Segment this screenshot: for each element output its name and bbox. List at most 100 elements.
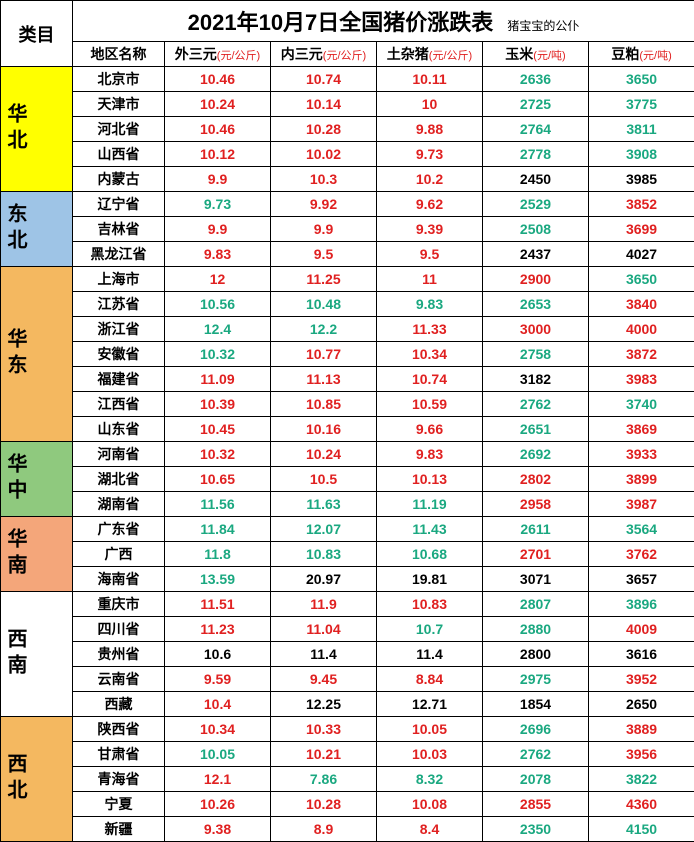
table-row: 广西11.810.8310.6827013762 <box>1 542 694 567</box>
table-row: 湖北省10.6510.510.1328023899 <box>1 467 694 492</box>
value-cell: 10.4 <box>165 692 271 717</box>
value-cell: 11.51 <box>165 592 271 617</box>
value-cell: 2762 <box>483 392 589 417</box>
value-cell: 2764 <box>483 117 589 142</box>
region-label: 西北 <box>1 753 30 805</box>
value-cell: 9.83 <box>165 242 271 267</box>
value-cell: 10.45 <box>165 417 271 442</box>
table-row: 海南省13.5920.9719.8130713657 <box>1 567 694 592</box>
value-cell: 10.03 <box>377 742 483 767</box>
table-row: 浙江省12.412.211.3330004000 <box>1 317 694 342</box>
value-cell: 10.24 <box>165 92 271 117</box>
table-row: 江苏省10.5610.489.8326533840 <box>1 292 694 317</box>
table-row: 内蒙古9.910.310.224503985 <box>1 167 694 192</box>
value-cell: 3908 <box>589 142 694 167</box>
value-cell: 10.28 <box>271 792 377 817</box>
region-cell: 华南 <box>1 517 73 592</box>
value-cell: 12.4 <box>165 317 271 342</box>
value-cell: 10.33 <box>271 717 377 742</box>
col-unit: (元/吨) <box>639 50 671 62</box>
price-table: 类目 2021年10月7日全国猪价涨跌表 猪宝宝的公仆 地区名称外三元(元/公斤… <box>0 0 694 842</box>
region-cell: 东北 <box>1 192 73 267</box>
value-cell: 2696 <box>483 717 589 742</box>
value-cell: 10 <box>377 92 483 117</box>
value-cell: 8.9 <box>271 817 377 842</box>
value-cell: 3852 <box>589 192 694 217</box>
value-cell: 10.28 <box>271 117 377 142</box>
table-row: 黑龙江省9.839.59.524374027 <box>1 242 694 267</box>
value-cell: 8.4 <box>377 817 483 842</box>
region-label: 东北 <box>1 203 30 255</box>
table-row: 西南重庆市11.5111.910.8328073896 <box>1 592 694 617</box>
value-cell: 19.81 <box>377 567 483 592</box>
value-cell: 3872 <box>589 342 694 367</box>
value-cell: 10.85 <box>271 392 377 417</box>
value-cell: 10.46 <box>165 117 271 142</box>
value-cell: 9.5 <box>377 242 483 267</box>
value-cell: 9.9 <box>271 217 377 242</box>
value-cell: 13.59 <box>165 567 271 592</box>
value-cell: 3899 <box>589 467 694 492</box>
value-cell: 3822 <box>589 767 694 792</box>
value-cell: 9.73 <box>377 142 483 167</box>
table-row: 华北北京市10.4610.7410.1126363650 <box>1 67 694 92</box>
province-cell: 安徽省 <box>73 342 165 367</box>
value-cell: 4150 <box>589 817 694 842</box>
subtitle-text: 猪宝宝的公仆 <box>507 19 579 33</box>
col-unit: (元/公斤) <box>429 50 472 62</box>
value-cell: 2802 <box>483 467 589 492</box>
value-cell: 12.71 <box>377 692 483 717</box>
value-cell: 9.9 <box>165 167 271 192</box>
table-row: 贵州省10.611.411.428003616 <box>1 642 694 667</box>
value-cell: 3657 <box>589 567 694 592</box>
value-cell: 10.5 <box>271 467 377 492</box>
value-cell: 9.62 <box>377 192 483 217</box>
table-row: 天津市10.2410.141027253775 <box>1 92 694 117</box>
value-cell: 3616 <box>589 642 694 667</box>
col-label: 地区名称 <box>91 46 147 62</box>
value-cell: 11.84 <box>165 517 271 542</box>
value-cell: 2437 <box>483 242 589 267</box>
table-row: 福建省11.0911.1310.7431823983 <box>1 367 694 392</box>
value-cell: 10.14 <box>271 92 377 117</box>
value-cell: 3699 <box>589 217 694 242</box>
value-cell: 3182 <box>483 367 589 392</box>
title-text: 2021年10月7日全国猪价涨跌表 <box>188 10 494 35</box>
value-cell: 1854 <box>483 692 589 717</box>
province-cell: 四川省 <box>73 617 165 642</box>
table-row: 江西省10.3910.8510.5927623740 <box>1 392 694 417</box>
value-cell: 3811 <box>589 117 694 142</box>
value-cell: 10.12 <box>165 142 271 167</box>
value-cell: 10.7 <box>377 617 483 642</box>
table-row: 四川省11.2311.0410.728804009 <box>1 617 694 642</box>
province-cell: 陕西省 <box>73 717 165 742</box>
value-cell: 12.07 <box>271 517 377 542</box>
value-cell: 2653 <box>483 292 589 317</box>
value-cell: 11.4 <box>377 642 483 667</box>
province-cell: 宁夏 <box>73 792 165 817</box>
value-cell: 9.5 <box>271 242 377 267</box>
value-cell: 10.2 <box>377 167 483 192</box>
value-cell: 10.56 <box>165 292 271 317</box>
province-cell: 河南省 <box>73 442 165 467</box>
value-cell: 11.09 <box>165 367 271 392</box>
table-row: 东北辽宁省9.739.929.6225293852 <box>1 192 694 217</box>
col-header-4: 玉米(元/吨) <box>483 42 589 67</box>
table-row: 青海省12.17.868.3220783822 <box>1 767 694 792</box>
table-row: 西藏10.412.2512.7118542650 <box>1 692 694 717</box>
value-cell: 2958 <box>483 492 589 517</box>
table-row: 华南广东省11.8412.0711.4326113564 <box>1 517 694 542</box>
region-cell: 华北 <box>1 67 73 192</box>
category-header: 类目 <box>1 1 73 67</box>
value-cell: 3889 <box>589 717 694 742</box>
value-cell: 10.77 <box>271 342 377 367</box>
region-cell: 西北 <box>1 717 73 842</box>
value-cell: 10.3 <box>271 167 377 192</box>
value-cell: 3985 <box>589 167 694 192</box>
province-cell: 甘肃省 <box>73 742 165 767</box>
value-cell: 3775 <box>589 92 694 117</box>
value-cell: 10.34 <box>165 717 271 742</box>
value-cell: 10.32 <box>165 342 271 367</box>
table-row: 云南省9.599.458.8429753952 <box>1 667 694 692</box>
value-cell: 20.97 <box>271 567 377 592</box>
